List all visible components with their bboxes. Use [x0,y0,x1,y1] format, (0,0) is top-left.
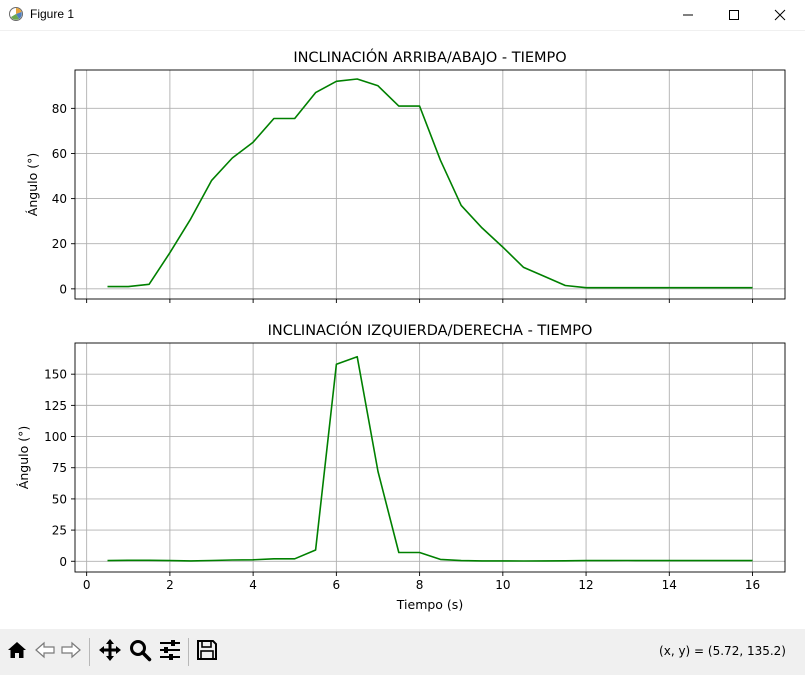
series-line [107,355,753,562]
back-button[interactable] [32,639,58,665]
x-tick-label: 0 [83,578,91,592]
back-arrow-icon [34,639,56,665]
magnifier-icon [128,638,152,666]
y-tick-label: 125 [44,399,67,413]
axes-frame [74,342,786,573]
minimize-icon [682,6,694,25]
pan-button[interactable] [97,639,123,665]
axes-frame [74,69,786,300]
y-tick-label: 0 [59,282,67,296]
y-tick-label: 40 [52,192,67,206]
chart-title: INCLINACIÓN IZQUIERDA/DERECHA - TIEMPO [268,321,593,339]
x-tick-label: 2 [166,578,174,592]
maximize-icon [728,6,740,25]
toolbar-separator [188,638,189,666]
x-tick-label: 16 [745,578,760,592]
save-button[interactable] [194,639,220,665]
figure-canvas[interactable]: 0 20 40 60 80 INCLINACIÓN ARRIBA/ABAJO - TIEM… [0,31,805,629]
y-tick-label: 150 [44,368,67,382]
y-axis-label: Ángulo (°) [25,153,40,216]
y-tick-label: 0 [59,555,67,569]
configure-subplots-button[interactable] [157,639,183,665]
y-tick-label: 75 [52,461,67,475]
navigation-toolbar: (x, y) = (5.72, 135.2) [0,629,805,675]
y-tick-label: 25 [52,524,67,538]
y-tick-label: 100 [44,430,67,444]
move-arrows-icon [98,638,122,666]
close-button[interactable] [757,0,803,30]
series-line [107,78,753,289]
forward-button[interactable] [58,639,84,665]
y-tick-label: 50 [52,492,67,506]
x-axis-label: Tiempo (s) [396,597,463,612]
sliders-icon [158,638,182,666]
window-title: Figure 1 [30,7,75,21]
y-tick-label: 60 [52,147,67,161]
x-tick-label: 12 [578,578,593,592]
y-tick-label: 20 [52,237,67,251]
x-tick-label: 8 [416,578,424,592]
home-button[interactable] [4,639,30,665]
y-axis-label: Ángulo (°) [16,426,31,489]
x-tick-label: 4 [249,578,257,592]
figure-app-icon [8,6,24,22]
zoom-button[interactable] [127,639,153,665]
maximize-button[interactable] [711,0,757,30]
window-titlebar: Figure 1 [0,0,805,31]
close-icon [774,6,786,25]
x-tick-label: 6 [333,578,341,592]
home-icon [6,639,28,665]
x-tick-label: 10 [495,578,510,592]
cursor-coordinates: (x, y) = (5.72, 135.2) [659,644,786,658]
y-tick-label: 80 [52,102,67,116]
x-tick-label: 14 [662,578,677,592]
floppy-disk-icon [196,639,218,665]
forward-arrow-icon [60,639,82,665]
minimize-button[interactable] [665,0,711,30]
chart-title: INCLINACIÓN ARRIBA/ABAJO - TIEMPO [293,48,566,66]
toolbar-separator [89,638,90,666]
